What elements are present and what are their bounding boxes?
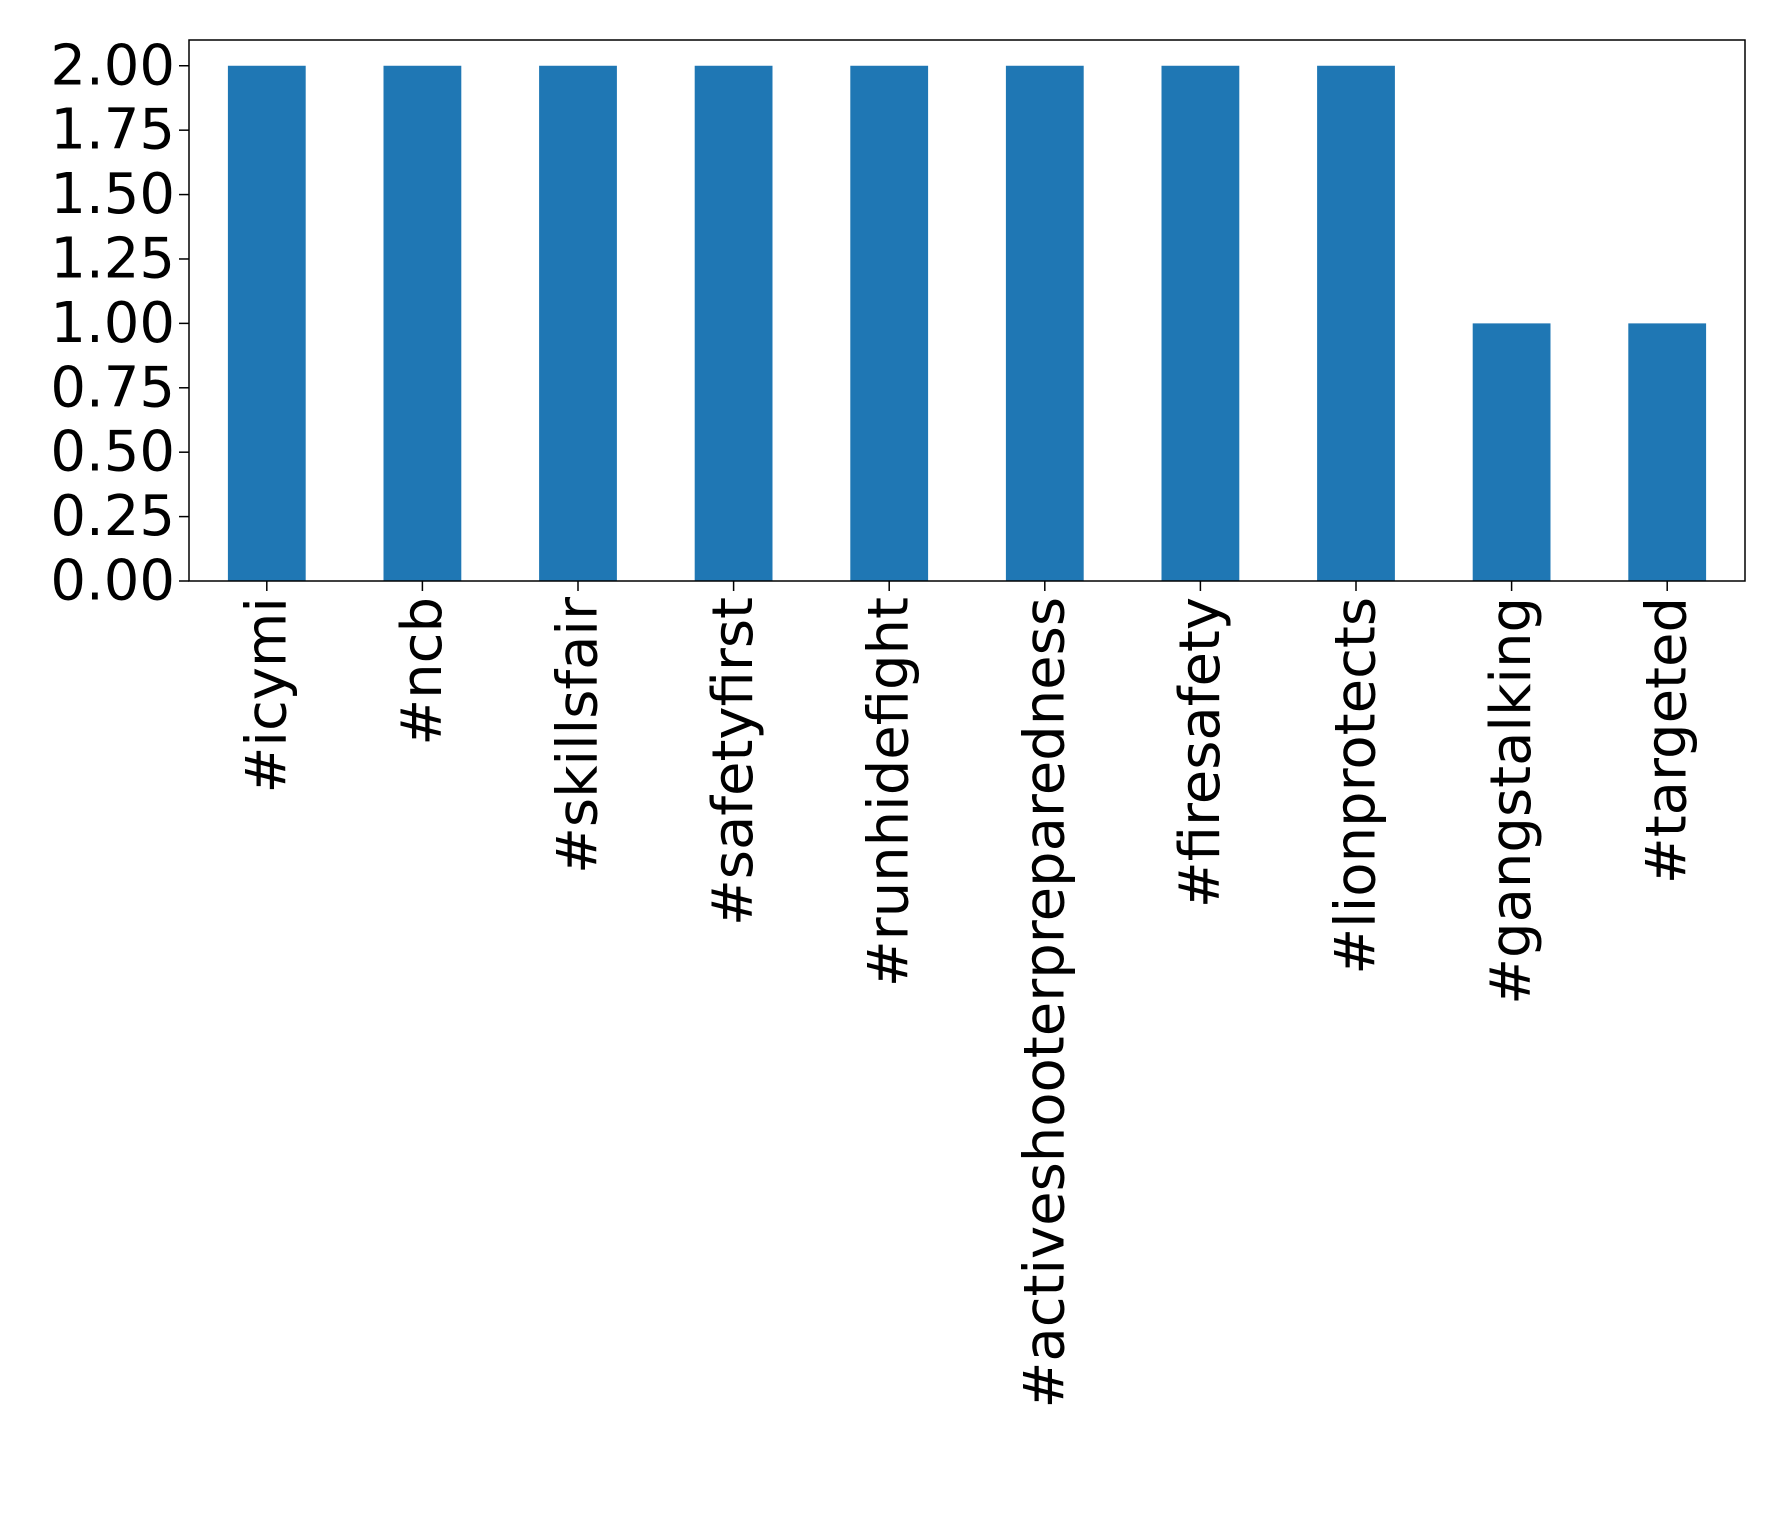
bar-runhidefight [850, 65, 929, 581]
bar-safetyfirst [694, 65, 773, 581]
x-tick-label: #safetyfirst [701, 597, 766, 926]
bars-layer [227, 65, 1707, 581]
y-tick-label: 0.50 [50, 420, 175, 485]
plot-area-frame [188, 39, 1746, 582]
x-tick-label: #icymi [234, 597, 299, 794]
y-tick-label: 1.25 [50, 226, 175, 291]
bar-skillsfair [539, 65, 617, 581]
y-tick-label: 2.00 [50, 33, 175, 98]
bar-firesafety [1161, 65, 1240, 581]
bar-targeted [1628, 323, 1707, 581]
y-tick-label: 0.25 [50, 484, 175, 549]
x-tick-label: #runhidefight [857, 597, 922, 987]
x-tick-label: #firesafety [1168, 597, 1233, 908]
bar-ncb [383, 65, 462, 581]
x-tick-label: #lionprotects [1324, 597, 1389, 975]
bar-gangstalking [1472, 323, 1551, 581]
y-tick-label: 0.75 [50, 355, 175, 420]
x-tick-label: #targeted [1635, 597, 1700, 884]
y-tick-label: 1.75 [50, 98, 175, 163]
x-tick-label: #ncb [390, 597, 455, 746]
x-tick-label: #activeshooterpreparedness [1012, 597, 1077, 1409]
x-tick-label: #skillsfair [546, 596, 611, 874]
x-tick-label: #gangstalking [1479, 597, 1544, 1005]
y-tick-label: 0.00 [50, 549, 175, 614]
bar-lionprotects [1317, 65, 1395, 581]
bar-icymi [227, 65, 306, 581]
bar-activeshooterpreparedness [1005, 65, 1084, 581]
x-axis: #icymi #ncb #skillsfair #safetyfirst #runhid… [234, 581, 1700, 1409]
y-tick-label: 1.00 [50, 291, 175, 356]
y-axis: 0.000.250.500.751.001.251.501.752.00 [50, 33, 189, 614]
y-tick-label: 1.50 [50, 162, 175, 227]
